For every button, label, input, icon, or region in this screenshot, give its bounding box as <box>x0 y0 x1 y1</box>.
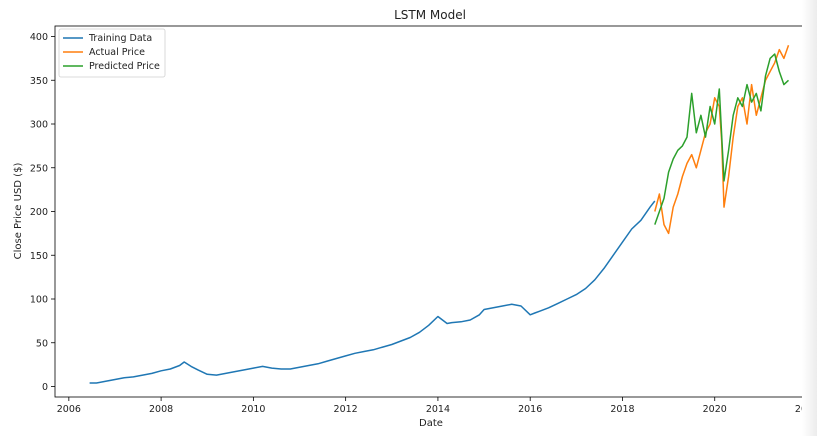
y-tick-label: 100 <box>30 295 48 306</box>
legend-label-training-data: Training Data <box>88 33 152 44</box>
x-tick-label: 2008 <box>149 404 173 415</box>
legend: Training Data Actual Price Predicted Pri… <box>58 28 166 78</box>
y-tick-label: 200 <box>30 207 48 218</box>
x-tick-label: 2020 <box>703 404 727 415</box>
y-tick-label: 150 <box>30 251 48 262</box>
x-tick-label: 2014 <box>426 404 450 415</box>
plot-layer <box>89 45 790 384</box>
y-axis-label: Close Price USD ($) <box>13 163 24 260</box>
x-axis-ticks: 200620082010201220142016201820202022 <box>57 397 817 415</box>
x-axis-label: Date <box>419 418 443 429</box>
y-axis-ticks: 0 50 100 150 200 250 300 350 400 <box>30 32 55 393</box>
y-tick-label: 300 <box>30 120 48 131</box>
legend-label-predicted-price: Predicted Price <box>89 61 160 72</box>
y-tick-label: 400 <box>30 32 48 43</box>
y-tick-label: 50 <box>36 338 48 349</box>
x-tick-label: 2006 <box>57 404 81 415</box>
y-tick-label: 250 <box>30 163 48 174</box>
x-tick-label: 2016 <box>518 404 542 415</box>
x-tick-label: 2010 <box>241 404 265 415</box>
legend-box <box>58 28 166 78</box>
plot-area-frame <box>54 25 808 398</box>
y-tick-label: 0 <box>42 382 48 393</box>
legend-label-actual-price: Actual Price <box>89 47 145 58</box>
series-line-predicted-price <box>654 53 790 225</box>
x-tick-label: 2018 <box>610 404 634 415</box>
series-line-training-data <box>89 200 656 384</box>
x-tick-label: 2012 <box>334 404 358 415</box>
window-edge-shadow <box>802 0 817 436</box>
chart-title: LSTM Model <box>394 8 466 22</box>
y-tick-label: 350 <box>30 76 48 87</box>
